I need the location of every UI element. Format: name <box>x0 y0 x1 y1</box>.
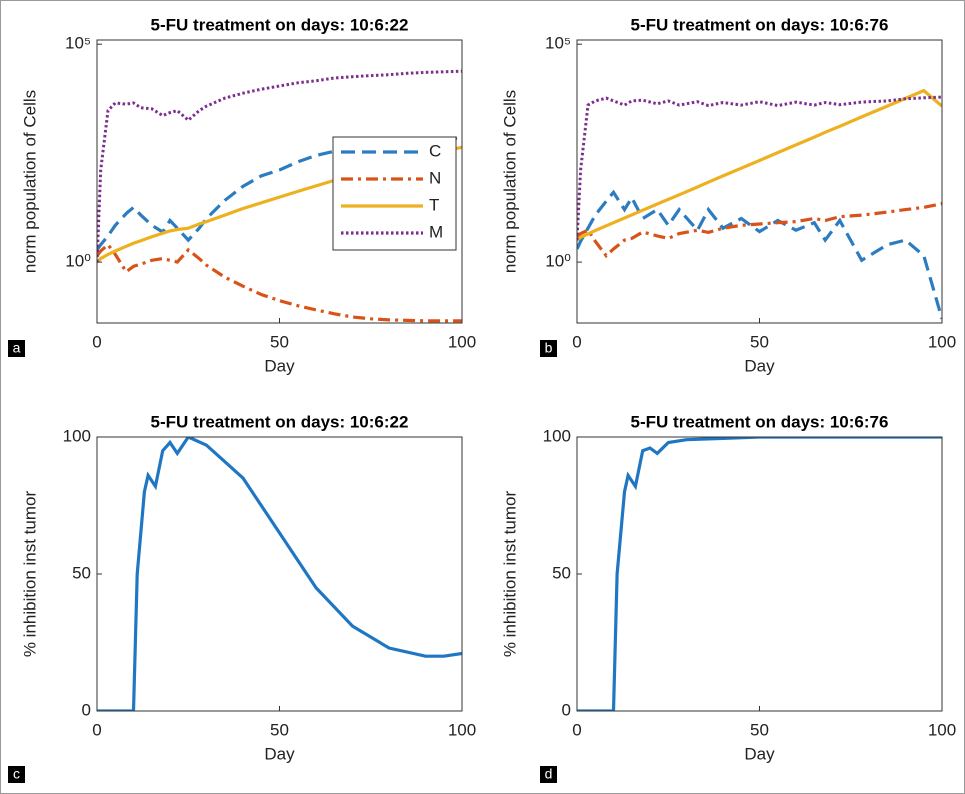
panel-label-box <box>540 340 557 357</box>
panel-label-box <box>8 766 25 783</box>
y-tick-label: 50 <box>72 563 91 582</box>
y-axis-label: % inhibition inst tumor <box>500 491 519 658</box>
series-line <box>97 136 462 251</box>
series-line <box>577 88 942 242</box>
panel-label: c <box>13 766 20 782</box>
panel-label: a <box>13 340 21 356</box>
series-line <box>577 189 942 320</box>
y-tick-label: 100 <box>543 426 571 445</box>
y-tick-label: 0 <box>562 700 571 719</box>
panel-label: d <box>545 766 553 782</box>
y-tick-label: 10⁰ <box>545 252 571 271</box>
x-tick-label: 50 <box>270 720 289 739</box>
x-axis-label: Day <box>744 744 775 763</box>
x-tick-label: 100 <box>928 720 956 739</box>
x-tick-label: 100 <box>928 332 956 351</box>
x-tick-label: 0 <box>92 720 101 739</box>
x-axis-label: Day <box>264 356 295 375</box>
x-tick-label: 50 <box>750 720 769 739</box>
legend-box <box>332 136 457 251</box>
series-line <box>577 437 942 711</box>
chart-title: 5-FU treatment on days: 10:6:76 <box>631 412 889 431</box>
y-tick-label: 50 <box>552 563 571 582</box>
series-line <box>97 242 462 323</box>
series-line <box>577 95 942 241</box>
x-tick-label: 0 <box>92 332 101 351</box>
y-tick-label: 0 <box>82 700 91 719</box>
legend-label: T <box>429 195 439 214</box>
series-line <box>97 437 462 711</box>
y-tick-label: 10⁵ <box>65 34 91 53</box>
x-axis-label: Day <box>264 744 295 763</box>
chart-title: 5-FU treatment on days: 10:6:76 <box>631 15 889 34</box>
y-tick-label: 100 <box>63 426 91 445</box>
x-tick-label: 50 <box>270 332 289 351</box>
panel-label-box <box>540 766 557 783</box>
panel-label-box <box>8 340 25 357</box>
x-tick-label: 0 <box>572 720 581 739</box>
x-tick-label: 0 <box>572 332 581 351</box>
chart-title: 5-FU treatment on days: 10:6:22 <box>151 15 409 34</box>
y-axis-label: norm population of Cells <box>20 90 39 273</box>
legend-label: M <box>429 222 443 241</box>
panel-label: b <box>545 340 553 356</box>
x-tick-label: 50 <box>750 332 769 351</box>
y-tick-label: 10⁰ <box>65 252 91 271</box>
series-line <box>97 69 462 263</box>
y-tick-label: 10⁵ <box>545 34 571 53</box>
chart-title: 5-FU treatment on days: 10:6:22 <box>151 412 409 431</box>
y-axis-label: % inhibition inst tumor <box>20 491 39 658</box>
series-line <box>577 202 942 259</box>
x-axis-label: Day <box>744 356 775 375</box>
x-tick-label: 100 <box>448 720 476 739</box>
y-axis-label: norm population of Cells <box>500 90 519 273</box>
legend-label: N <box>429 168 441 187</box>
x-tick-label: 100 <box>448 332 476 351</box>
legend-label: C <box>429 141 441 160</box>
